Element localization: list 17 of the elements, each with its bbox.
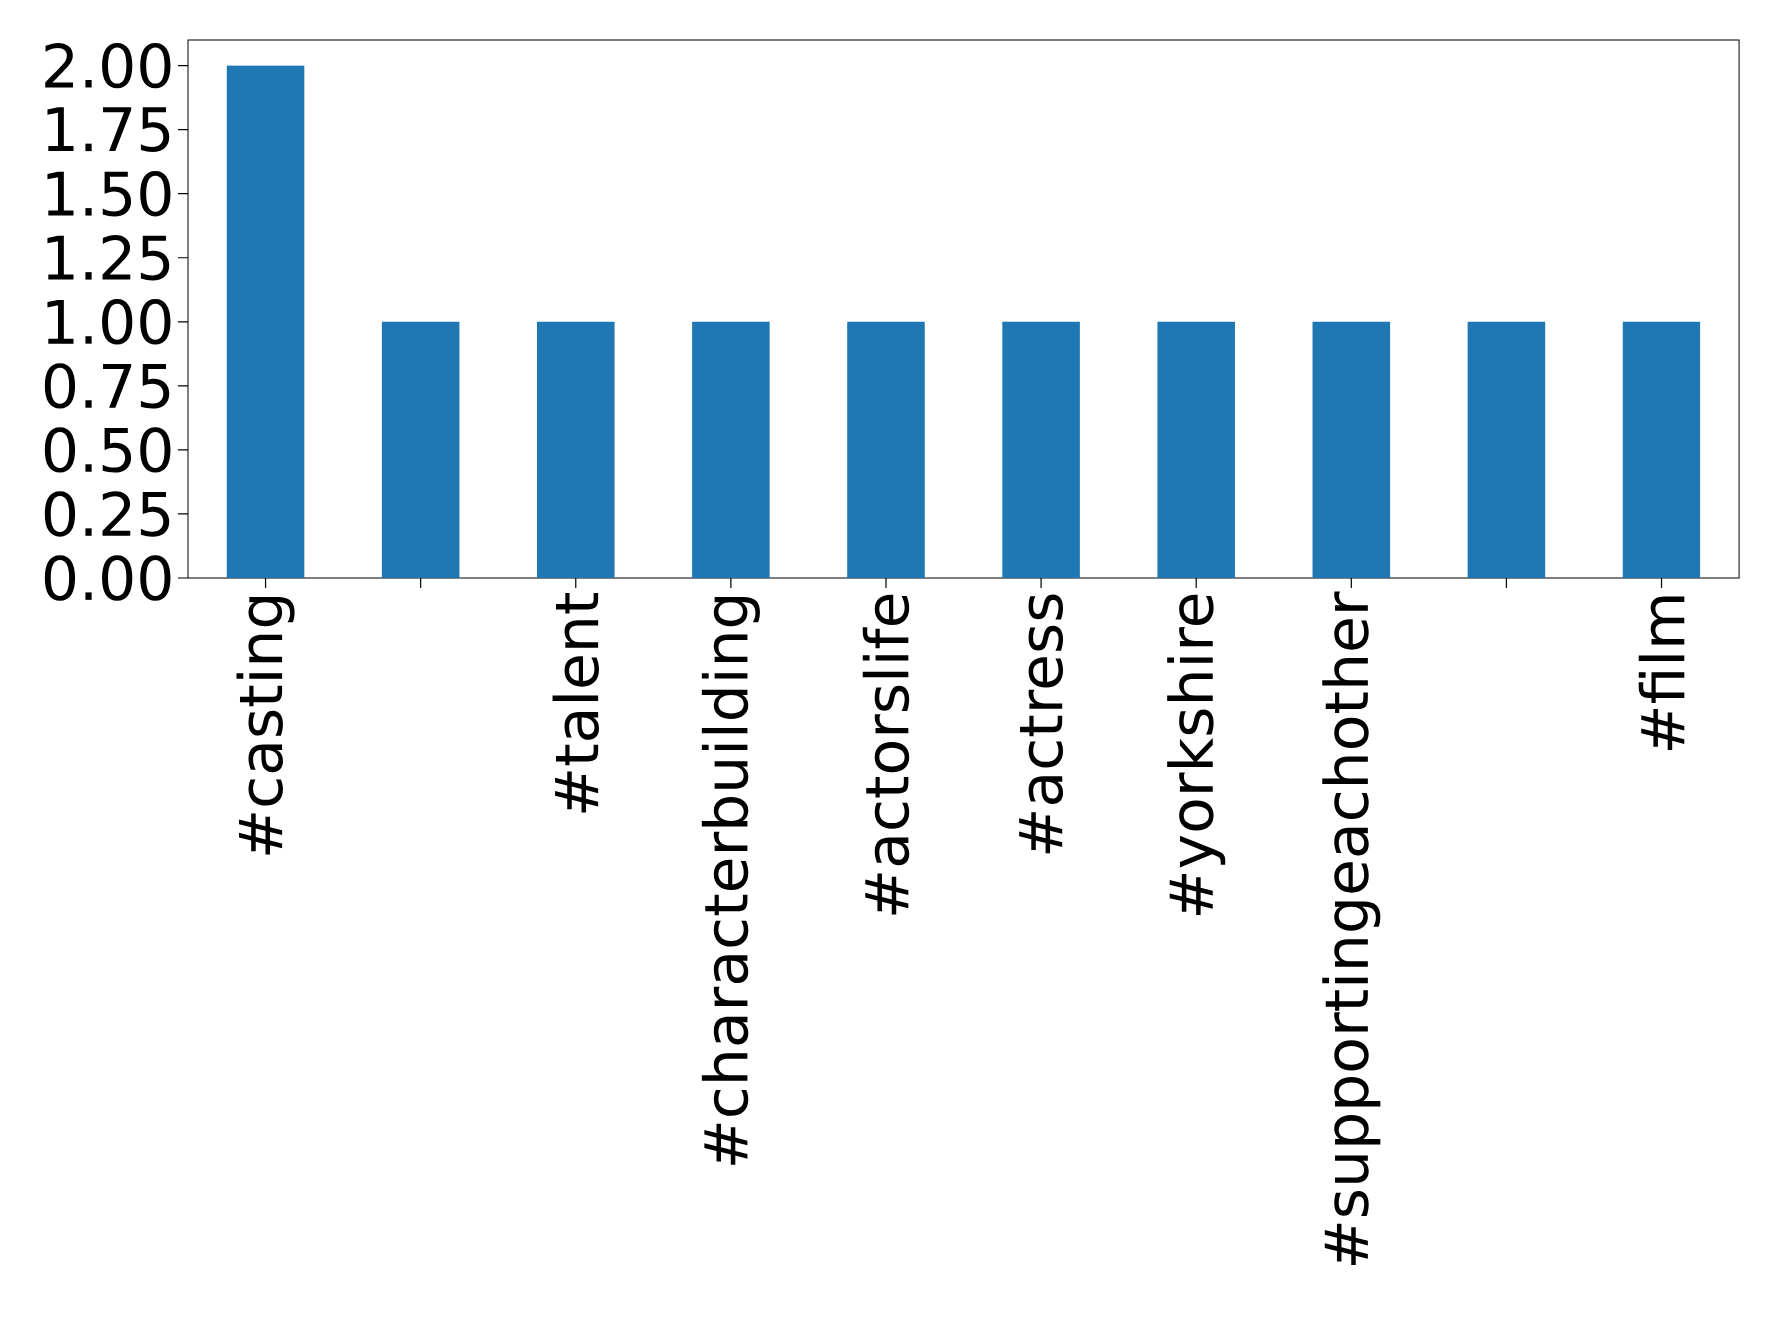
x-tick-label: #actorslife <box>862 594 910 915</box>
y-tick-label: 0.75 <box>44 363 170 409</box>
y-tick-label: 1.25 <box>47 235 170 281</box>
x-tick-label: #yorkshire <box>1167 594 1226 916</box>
y-tick-label: 2.00 <box>45 42 171 89</box>
y-tick-label: 1.50 <box>47 171 171 217</box>
y-tick-label: 0.00 <box>44 555 171 601</box>
x-tick-label: #casting <box>236 596 295 855</box>
y-tick-label: 0.25 <box>44 491 170 537</box>
y-tick-label: 1.75 <box>47 107 170 152</box>
x-tick-label: #actress <box>1019 594 1064 854</box>
x-tick-label: #film <box>1638 596 1685 751</box>
x-tick-label: #talent <box>552 592 599 813</box>
x-tick-label: #supportingeachother <box>1322 591 1381 1265</box>
y-tick-label: 0.50 <box>44 427 171 473</box>
y-tick-label: 1.00 <box>47 299 171 345</box>
x-tick-label: #characterbuilding <box>701 596 760 1165</box>
